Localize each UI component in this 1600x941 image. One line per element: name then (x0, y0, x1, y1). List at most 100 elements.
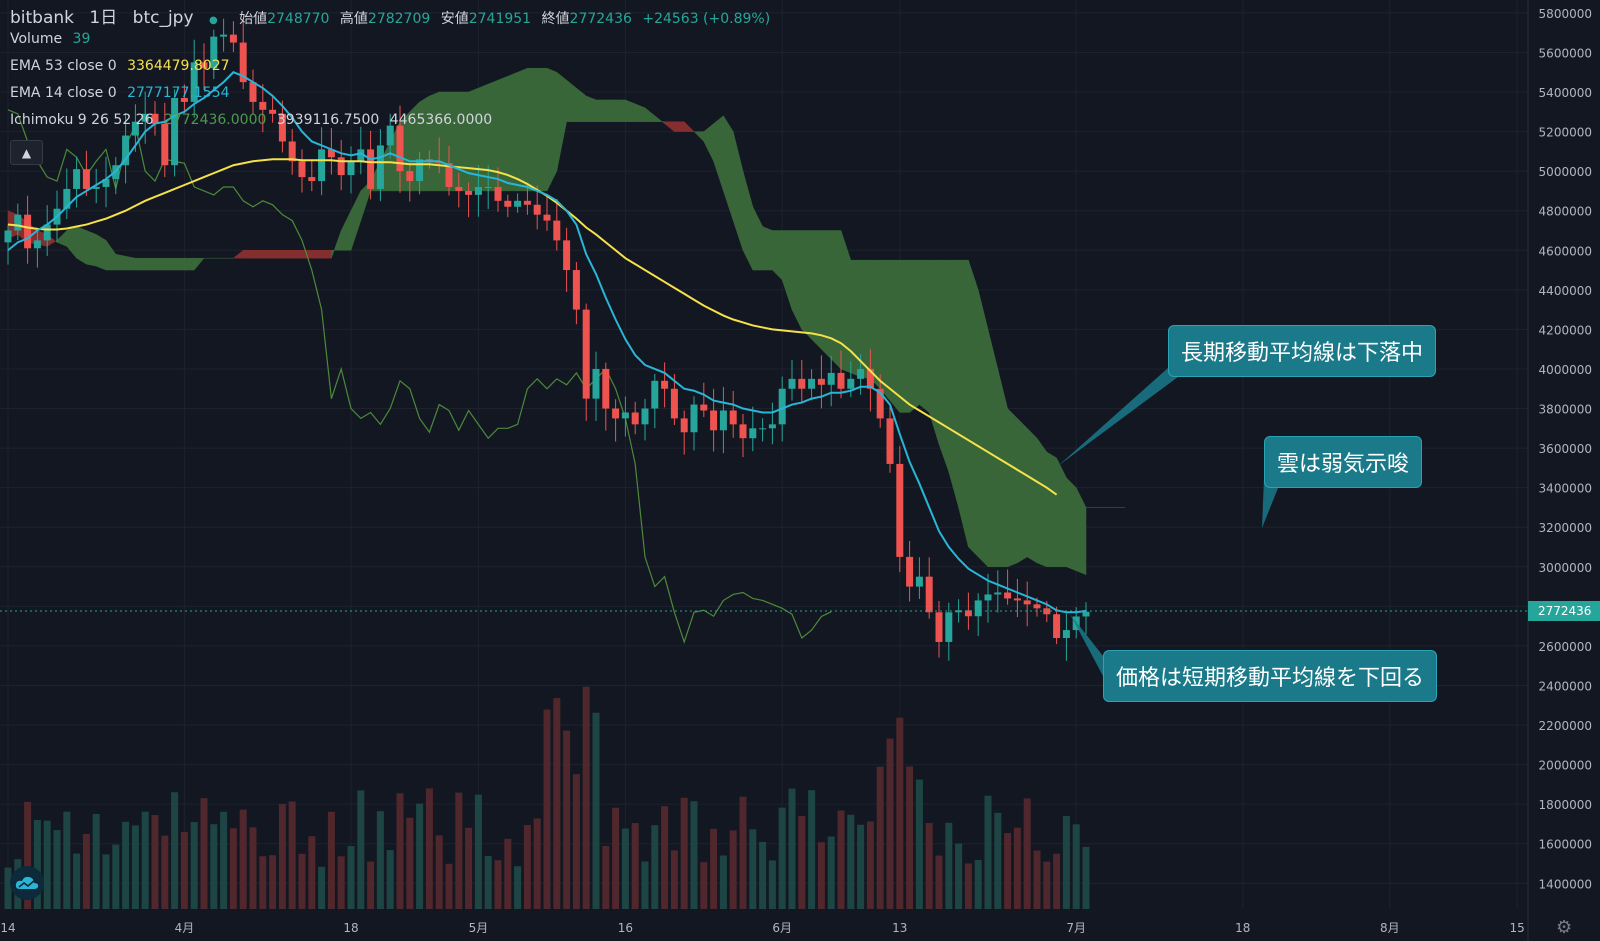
cloud-segment (948, 259, 959, 508)
symbol-name[interactable]: btc_jpy (132, 8, 194, 28)
y-tick-label: 5400000 (1539, 86, 1592, 100)
candle-body (631, 412, 639, 425)
cloud-segment (429, 91, 440, 192)
cloud-segment (232, 249, 244, 259)
cloud-segment (174, 257, 185, 271)
cloud-segment (272, 250, 283, 259)
volume-bar (866, 821, 874, 909)
cloud-segment (1026, 427, 1038, 564)
volume-bar (1043, 861, 1051, 909)
volume-bar (1072, 824, 1080, 909)
volume-bar (1023, 798, 1031, 909)
candle-body (768, 424, 776, 429)
legend-collapse-button[interactable]: ▲ (10, 140, 43, 165)
candle-body (386, 125, 394, 146)
volume-bar (925, 823, 933, 909)
candle-body (955, 610, 963, 613)
cloud-segment (76, 226, 87, 265)
cloud-segment (556, 71, 567, 172)
volume-value: 39 (72, 31, 91, 47)
cloud-segment (595, 99, 607, 122)
volume-bar (543, 709, 551, 909)
ichimoku-legend[interactable]: Ichimoku 9 26 52 26 2772436.0000 3939116… (10, 112, 498, 128)
volume-legend[interactable]: Volume 39 (10, 31, 96, 47)
cloud-segment (772, 230, 783, 281)
candle-body (33, 240, 41, 249)
volume-bar (33, 820, 41, 909)
volume-bar (82, 833, 90, 909)
y-tick-label: 2600000 (1539, 640, 1592, 654)
volume-bar (612, 807, 620, 909)
ema53-legend[interactable]: EMA 53 close 0 3364479.8027 (10, 58, 236, 74)
ema14-label: EMA 14 close 0 (10, 85, 117, 101)
volume-bar (200, 798, 208, 909)
volume-bar (935, 855, 943, 909)
cloud-logo-icon[interactable] (10, 866, 44, 900)
volume-bar (817, 842, 825, 909)
candle-body (749, 428, 757, 439)
candle-body (700, 404, 708, 411)
candle-body (14, 214, 22, 231)
candle-body (455, 186, 463, 191)
candle-body (1013, 598, 1021, 601)
cloud-segment (752, 206, 763, 271)
candle-body (63, 188, 71, 209)
candle-body (259, 101, 267, 110)
callout-pointer-short-ma (1070, 614, 1103, 676)
volume-bar (572, 774, 580, 909)
volume-bar (602, 845, 610, 909)
volume-bar (53, 830, 61, 909)
cloud-segment (115, 253, 126, 271)
volume-bar (131, 825, 139, 909)
cloud-segment (252, 250, 264, 259)
cloud-segment (566, 79, 577, 122)
exchange-name[interactable]: bitbank (10, 8, 75, 28)
candle-body (906, 556, 914, 587)
volume-bar (327, 811, 335, 909)
volume-bar (386, 850, 394, 909)
candle-body (200, 62, 208, 69)
candle-body (249, 82, 257, 102)
volume-bar (1053, 853, 1061, 909)
status-dot-icon: ● (208, 15, 218, 26)
volume-bar (92, 814, 100, 909)
cloud-segment (938, 259, 950, 472)
candle-body (759, 428, 767, 430)
interval-label[interactable]: 1日 (89, 8, 118, 28)
gear-icon[interactable]: ⚙ (1556, 917, 1573, 938)
candle-body (964, 610, 972, 617)
cloud-segment (527, 68, 538, 192)
candle-body (474, 186, 482, 195)
volume-bar (582, 686, 590, 909)
callout-pointer-long-ma (1058, 368, 1190, 466)
volume-bar (298, 853, 306, 909)
chikou-span-line (7, 109, 832, 644)
cloud-segment (291, 250, 303, 259)
volume-bar (700, 862, 708, 909)
candle-body (553, 220, 561, 241)
candle-body (827, 372, 835, 385)
volume-bar (484, 855, 492, 909)
candle-body (670, 388, 678, 419)
volume-bar (474, 794, 482, 909)
y-tick-label: 4200000 (1539, 323, 1592, 337)
candle-body (131, 121, 139, 136)
volume-bar (759, 841, 767, 909)
volume-bar (396, 793, 404, 909)
volume-bar (710, 828, 718, 909)
y-tick-label: 1800000 (1539, 798, 1592, 812)
volume-bar (808, 790, 816, 909)
candle-body (220, 34, 228, 37)
candle-body (102, 179, 110, 187)
cloud-segment (154, 257, 166, 271)
candle-body (572, 270, 580, 310)
candle-body (376, 145, 384, 189)
candle-body (915, 576, 923, 587)
volume-bar (24, 801, 32, 909)
x-tick-label: 6月 (772, 921, 792, 935)
candle-body (141, 113, 149, 122)
volume-bar (974, 860, 982, 909)
low-label: 安値 (440, 11, 469, 27)
ema14-legend[interactable]: EMA 14 close 0 2777177.1554 (10, 85, 236, 101)
